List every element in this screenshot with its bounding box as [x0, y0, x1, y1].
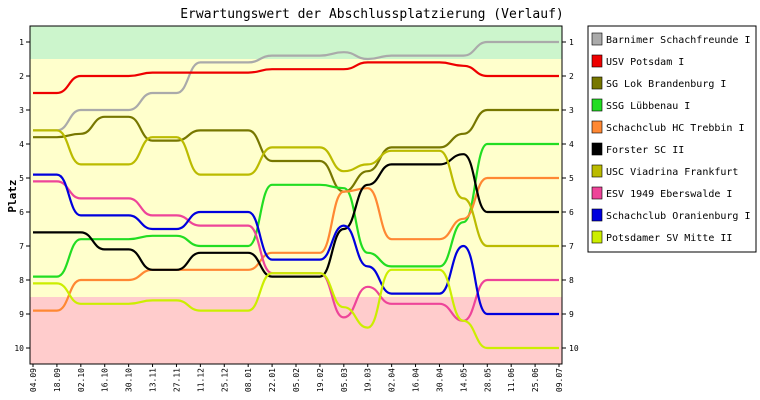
x-tick-label: 05.03	[340, 368, 349, 392]
series-line-0	[33, 40, 559, 132]
legend-entry: USC Viadrina Frankfurt	[606, 167, 738, 178]
x-axis: 04.09 18.09 02.10 16.10 30.10 13.11 27.11 11.12…	[29, 364, 564, 392]
legend-entry: ESV 1949 Eberswalde I	[606, 189, 732, 200]
legend-swatch	[591, 98, 603, 112]
legend: Barnimer Schachfreunde I USV Potsdam I SG …	[587, 25, 757, 253]
legend-entry: Barnimer Schachfreunde I	[606, 35, 751, 46]
y-tick-label-right: 7	[569, 242, 574, 251]
legend-swatch	[591, 54, 603, 68]
legend-entry: USV Potsdam I	[606, 57, 684, 68]
y-tick-label-left: 6	[19, 208, 24, 217]
legend-entry: SSG Lübbenau I	[606, 101, 690, 112]
x-tick-label: 13.11	[149, 368, 158, 392]
y-tick-label-right: 4	[569, 140, 574, 149]
legend-swatch	[591, 120, 603, 134]
y-tick-label-left: 9	[19, 310, 24, 319]
series-lines	[32, 40, 559, 350]
legend-swatch	[591, 208, 603, 222]
x-tick-label: 14.05	[459, 368, 468, 392]
y-axis-label: Platz	[6, 179, 19, 212]
legend-swatch	[591, 32, 603, 46]
y-tick-label-right: 5	[569, 174, 574, 183]
x-tick-label: 09.07	[555, 368, 564, 392]
series-line-8	[33, 173, 559, 316]
legend-entry: Schachclub Oranienburg I	[606, 211, 751, 222]
y-tick-label-right: 2	[569, 72, 574, 81]
series-line-2	[33, 108, 559, 193]
x-tick-label: 11.12	[196, 368, 205, 392]
legend-entry: Potsdamer SV Mitte II	[606, 233, 732, 244]
legend-entry: SG Lok Brandenburg I	[606, 79, 726, 90]
y-tick-label-right: 10	[569, 344, 579, 353]
y-tick-label-right: 1	[569, 38, 574, 47]
chart-title: Erwartungswert der Abschlussplatzierung …	[180, 7, 564, 22]
x-tick-label: 30.10	[125, 368, 134, 392]
y-tick-label-right: 6	[569, 208, 574, 217]
x-tick-label: 19.02	[316, 368, 325, 392]
x-tick-label: 22.01	[268, 368, 277, 392]
legend-entry: Forster SC II	[606, 145, 684, 156]
series-line-6	[33, 129, 559, 248]
y-tick-label-left: 3	[19, 106, 24, 115]
legend-swatch	[591, 186, 603, 200]
y-tick-label-left: 1	[19, 38, 24, 47]
x-tick-label: 25.12	[220, 368, 229, 392]
series-line-1	[33, 61, 559, 95]
series-line-5	[33, 153, 559, 278]
legend-swatch	[591, 164, 603, 178]
band-0	[30, 26, 562, 59]
y-tick-label-left: 5	[19, 174, 24, 183]
x-tick-label: 11.06	[507, 368, 516, 392]
x-tick-label: 28.05	[483, 368, 492, 392]
band-1	[30, 59, 562, 297]
y-tick-label-right: 3	[569, 106, 574, 115]
x-tick-label: 16.10	[101, 368, 110, 392]
series-line-3	[32, 142, 559, 278]
y-tick-label-left: 7	[19, 242, 24, 251]
y-tick-label-left: 2	[19, 72, 24, 81]
x-tick-label: 02.10	[77, 368, 86, 392]
legend-entry: Schachclub HC Trebbin I	[606, 123, 744, 134]
y-axis-right: 1 2 3 4 5 6 7 8 9 10	[562, 38, 579, 353]
x-tick-label: 16.04	[412, 368, 421, 392]
legend-swatch	[591, 142, 603, 156]
y-tick-label-left: 10	[14, 344, 24, 353]
x-tick-label: 25.06	[531, 368, 540, 392]
y-tick-label-left: 4	[19, 140, 24, 149]
legend-swatch	[591, 230, 603, 244]
y-tick-label-right: 8	[569, 276, 574, 285]
x-tick-label: 04.09	[29, 368, 38, 392]
x-tick-label: 27.11	[172, 368, 181, 392]
x-tick-label: 18.09	[53, 368, 62, 392]
x-tick-label: 08.01	[244, 368, 253, 392]
y-axis-left: 1 2 3 4 5 6 7 8 9 10	[14, 38, 30, 353]
legend-box	[587, 25, 757, 253]
x-tick-label: 19.03	[364, 368, 373, 392]
x-tick-label: 02.04	[388, 368, 397, 392]
y-tick-label-left: 8	[19, 276, 24, 285]
legend-swatch	[591, 76, 603, 90]
x-tick-label: 30.04	[435, 368, 444, 392]
y-tick-label-right: 9	[569, 310, 574, 319]
series-line-9	[33, 268, 559, 350]
x-tick-label: 05.02	[292, 368, 301, 392]
